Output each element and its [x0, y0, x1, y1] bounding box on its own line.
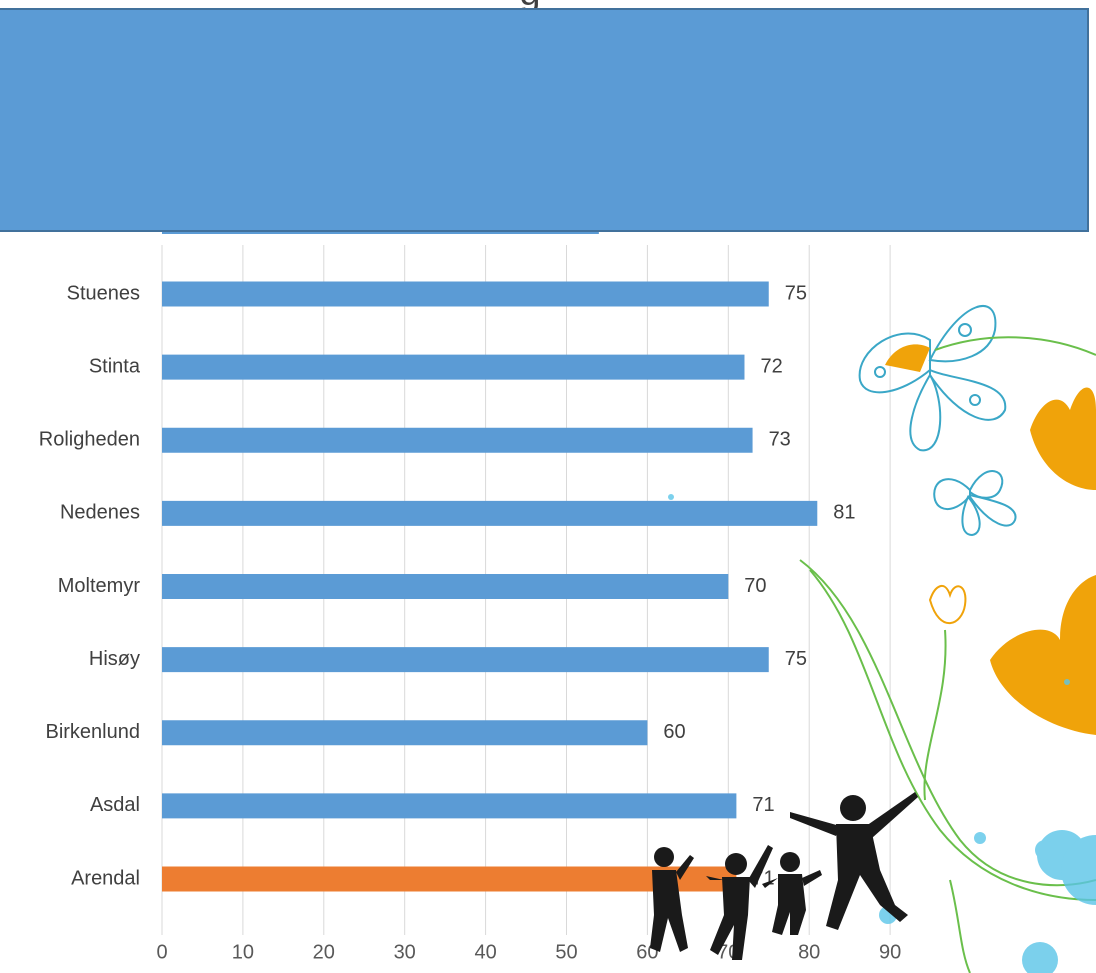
category-label-stuenes: Stuenes	[67, 282, 140, 304]
butterfly-wing-icon	[885, 344, 930, 372]
x-tick-10: 10	[232, 941, 254, 963]
category-label-moltemyr: Moltemyr	[58, 575, 141, 597]
value-label-stuenes: 75	[785, 282, 807, 304]
overlay-box	[0, 8, 1089, 232]
value-label-asdal: 71	[752, 794, 774, 816]
x-tick-90: 90	[879, 941, 901, 963]
category-label-birkenlund: Birkenlund	[45, 721, 140, 743]
x-tick-50: 50	[555, 941, 577, 963]
value-label-hisøy: 75	[785, 648, 807, 670]
value-label-nedenes: 81	[833, 502, 855, 524]
bar-hisøy	[162, 647, 769, 673]
x-tick-30: 30	[394, 941, 416, 963]
bars	[162, 220, 818, 892]
value-label-stinta: 72	[760, 355, 782, 377]
bar-roligheden	[162, 427, 753, 453]
x-tick-20: 20	[313, 941, 335, 963]
bar-stuenes	[162, 281, 769, 307]
category-labels: Arendal Asdal Birkenlund Hisøy Moltemyr Neden…	[39, 282, 141, 889]
category-label-arendal: Arendal	[71, 867, 140, 889]
bar-moltemyr	[162, 574, 729, 599]
category-label-hisøy: Hisøy	[89, 648, 140, 670]
bar-arendal	[162, 866, 737, 892]
category-label-asdal: Asdal	[90, 794, 140, 816]
value-label-birkenlund: 60	[663, 721, 685, 743]
green-vine-icon	[799, 336, 1096, 973]
bar-birkenlund	[162, 720, 648, 746]
butterfly-outline-icon	[858, 305, 1017, 537]
orange-tulip-icon	[990, 387, 1096, 735]
x-tick-labels: 0 10 20 30 40 50 60 70 80 90	[156, 941, 901, 963]
bar-asdal	[162, 793, 737, 819]
x-tick-0: 0	[156, 941, 167, 963]
value-label-roligheden: 73	[769, 429, 791, 451]
value-label-moltemyr: 70	[744, 575, 766, 597]
category-label-roligheden: Roligheden	[39, 429, 140, 451]
category-label-nedenes: Nedenes	[60, 502, 140, 524]
title-fragment: g	[470, 0, 590, 8]
jumping-children-icon	[650, 792, 918, 960]
x-tick-80: 80	[798, 941, 820, 963]
bar-nedenes	[162, 500, 818, 526]
x-tick-40: 40	[474, 941, 496, 963]
category-label-stinta: Stinta	[89, 355, 141, 377]
bar-stinta	[162, 354, 745, 380]
tulip-outline-icon	[928, 585, 967, 625]
blue-bubbles-icon	[668, 494, 1096, 973]
